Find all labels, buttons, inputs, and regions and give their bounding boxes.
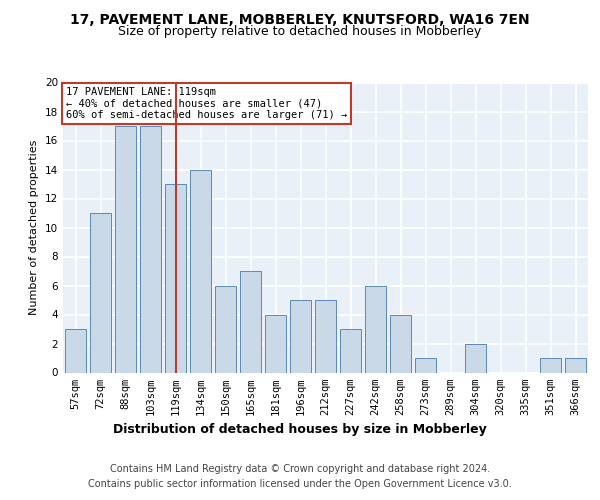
Bar — [390, 314, 411, 372]
Text: 17, PAVEMENT LANE, MOBBERLEY, KNUTSFORD, WA16 7EN: 17, PAVEMENT LANE, MOBBERLEY, KNUTSFORD,… — [70, 12, 530, 26]
Bar — [290, 300, 311, 372]
Bar — [540, 358, 561, 372]
Bar — [140, 126, 161, 372]
Bar — [215, 286, 236, 372]
Bar — [465, 344, 486, 372]
Y-axis label: Number of detached properties: Number of detached properties — [29, 140, 40, 315]
Bar — [365, 286, 386, 372]
Text: Contains public sector information licensed under the Open Government Licence v3: Contains public sector information licen… — [88, 479, 512, 489]
Bar — [415, 358, 436, 372]
Bar — [90, 213, 111, 372]
Text: Contains HM Land Registry data © Crown copyright and database right 2024.: Contains HM Land Registry data © Crown c… — [110, 464, 490, 474]
Bar — [240, 271, 261, 372]
Bar — [340, 329, 361, 372]
Bar — [65, 329, 86, 372]
Bar — [165, 184, 186, 372]
Bar — [115, 126, 136, 372]
Bar — [265, 314, 286, 372]
Text: Distribution of detached houses by size in Mobberley: Distribution of detached houses by size … — [113, 422, 487, 436]
Bar — [190, 170, 211, 372]
Bar — [315, 300, 336, 372]
Bar — [565, 358, 586, 372]
Text: 17 PAVEMENT LANE: 119sqm
← 40% of detached houses are smaller (47)
60% of semi-d: 17 PAVEMENT LANE: 119sqm ← 40% of detach… — [65, 87, 347, 120]
Text: Size of property relative to detached houses in Mobberley: Size of property relative to detached ho… — [118, 25, 482, 38]
